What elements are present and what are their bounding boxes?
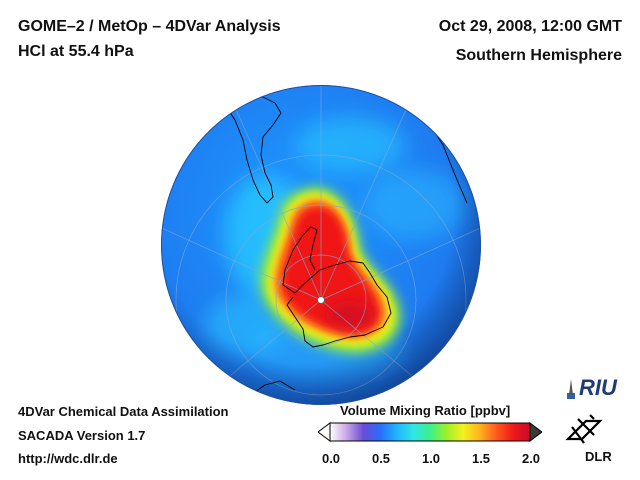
polar-map — [161, 85, 481, 405]
colorbar-tick: 0.5 — [371, 451, 391, 466]
footer-url[interactable]: http://wdc.dlr.de — [18, 451, 118, 466]
footer-line-2: SACADA Version 1.7 — [18, 428, 146, 443]
hemisphere-label: Southern Hemisphere — [455, 47, 622, 64]
colorbar-min-arrow — [318, 422, 331, 442]
footer-line-1: 4DVar Chemical Data Assimilation — [18, 404, 229, 419]
riu-logo: RIU — [567, 375, 618, 400]
svg-text:RIU: RIU — [579, 375, 618, 400]
colorbar-tick: 2.0 — [521, 451, 541, 466]
colorbar-tick: 1.0 — [421, 451, 441, 466]
dlr-logo-icon — [565, 414, 603, 444]
map-title: GOME–2 / MetOp – 4DVar Analysis — [18, 18, 281, 35]
colorbar — [318, 422, 542, 442]
colorbar-gradient — [329, 422, 531, 442]
colorbar-max-arrow — [529, 422, 542, 442]
colorbar-tick: 1.5 — [471, 451, 491, 466]
colorbar-title: Volume Mixing Ratio [ppbv] — [340, 403, 511, 418]
colorbar-tick: 0.0 — [321, 451, 341, 466]
date-label: Oct 29, 2008, 12:00 GMT — [438, 18, 622, 35]
map-subtitle: HCl at 55.4 hPa — [18, 43, 134, 60]
dlr-logo-text: DLR — [585, 449, 612, 464]
